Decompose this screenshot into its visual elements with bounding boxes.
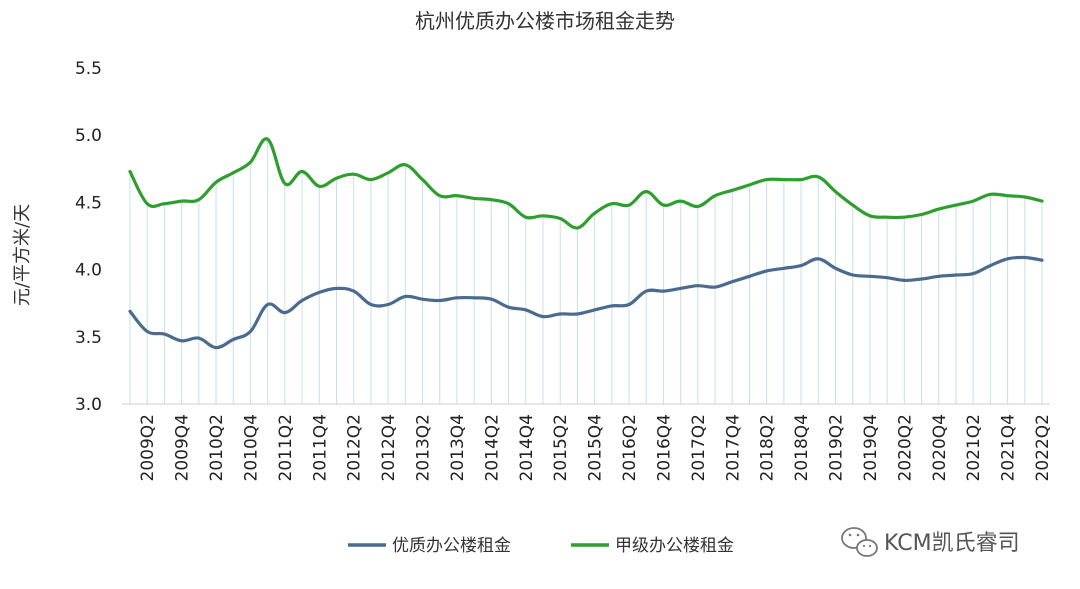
y-tick-label: 3.5 <box>75 328 102 348</box>
legend-item-premium[interactable]: 优质办公楼租金 <box>348 536 511 556</box>
x-tick-label: 2021Q4 <box>999 414 1019 481</box>
drop-lines <box>129 139 1043 404</box>
x-tick-label: 2012Q2 <box>345 414 365 481</box>
x-tick-label: 2018Q2 <box>758 414 778 481</box>
x-tick-label: 2016Q4 <box>654 414 674 481</box>
x-tick-label: 2011Q2 <box>276 414 296 481</box>
x-ticks: 2009Q2 2009Q4 2010Q2 2010Q4 2011Q2 2011Q4 2012… <box>138 414 1053 481</box>
x-tick-label: 2011Q4 <box>310 414 330 481</box>
x-tick-label: 2020Q2 <box>895 414 915 481</box>
x-tick-label: 2017Q4 <box>723 414 743 481</box>
y-tick-label: 4.5 <box>75 193 102 213</box>
x-tick-label: 2019Q2 <box>827 414 847 481</box>
x-tick-label: 2015Q4 <box>586 414 606 481</box>
x-tick-label: 2009Q2 <box>138 414 158 481</box>
wechat-icon <box>841 527 878 557</box>
x-tick-label: 2022Q2 <box>1033 414 1053 481</box>
y-tick-label: 5.5 <box>75 59 102 79</box>
x-tick-label: 2018Q4 <box>792 414 812 481</box>
x-tick-label: 2017Q2 <box>689 414 709 481</box>
x-tick-label: 2013Q2 <box>414 414 434 481</box>
x-tick-label: 2014Q2 <box>482 414 502 481</box>
series-line-premium <box>128 255 1044 350</box>
y-ticks: 3.0 3.5 4.0 4.5 5.0 5.5 <box>75 59 102 415</box>
x-tick-label: 2010Q4 <box>241 414 261 481</box>
y-tick-label: 3.0 <box>75 395 102 415</box>
x-tick-label: 2019Q4 <box>861 414 881 481</box>
x-tick-label: 2013Q4 <box>448 414 468 481</box>
legend-label-grade-a: 甲级办公楼租金 <box>615 536 734 556</box>
y-axis-label: 元/平方米/天 <box>12 204 33 306</box>
series-line-grade-a <box>128 137 1044 230</box>
x-tick-label: 2009Q4 <box>173 414 193 481</box>
x-tick-label: 2014Q4 <box>517 414 537 481</box>
x-tick-label: 2016Q2 <box>620 414 640 481</box>
y-tick-label: 4.0 <box>75 261 102 281</box>
series-lines <box>128 137 1044 350</box>
legend-item-grade-a[interactable]: 甲级办公楼租金 <box>571 536 734 556</box>
x-tick-label: 2021Q2 <box>964 414 984 481</box>
watermark-text: KCM凯氏睿司 <box>884 531 1020 556</box>
x-tick-label: 2012Q4 <box>379 414 399 481</box>
x-tick-label: 2010Q2 <box>207 414 227 481</box>
legend-label-premium: 优质办公楼租金 <box>392 536 511 556</box>
legend: 优质办公楼租金 甲级办公楼租金 <box>348 536 734 556</box>
x-tick-label: 2020Q4 <box>930 414 950 481</box>
x-tick-label: 2015Q2 <box>551 414 571 481</box>
chart-title: 杭州优质办公楼市场租金走势 <box>415 9 675 33</box>
y-tick-label: 5.0 <box>75 126 102 146</box>
watermark: KCM凯氏睿司 <box>841 527 1020 557</box>
